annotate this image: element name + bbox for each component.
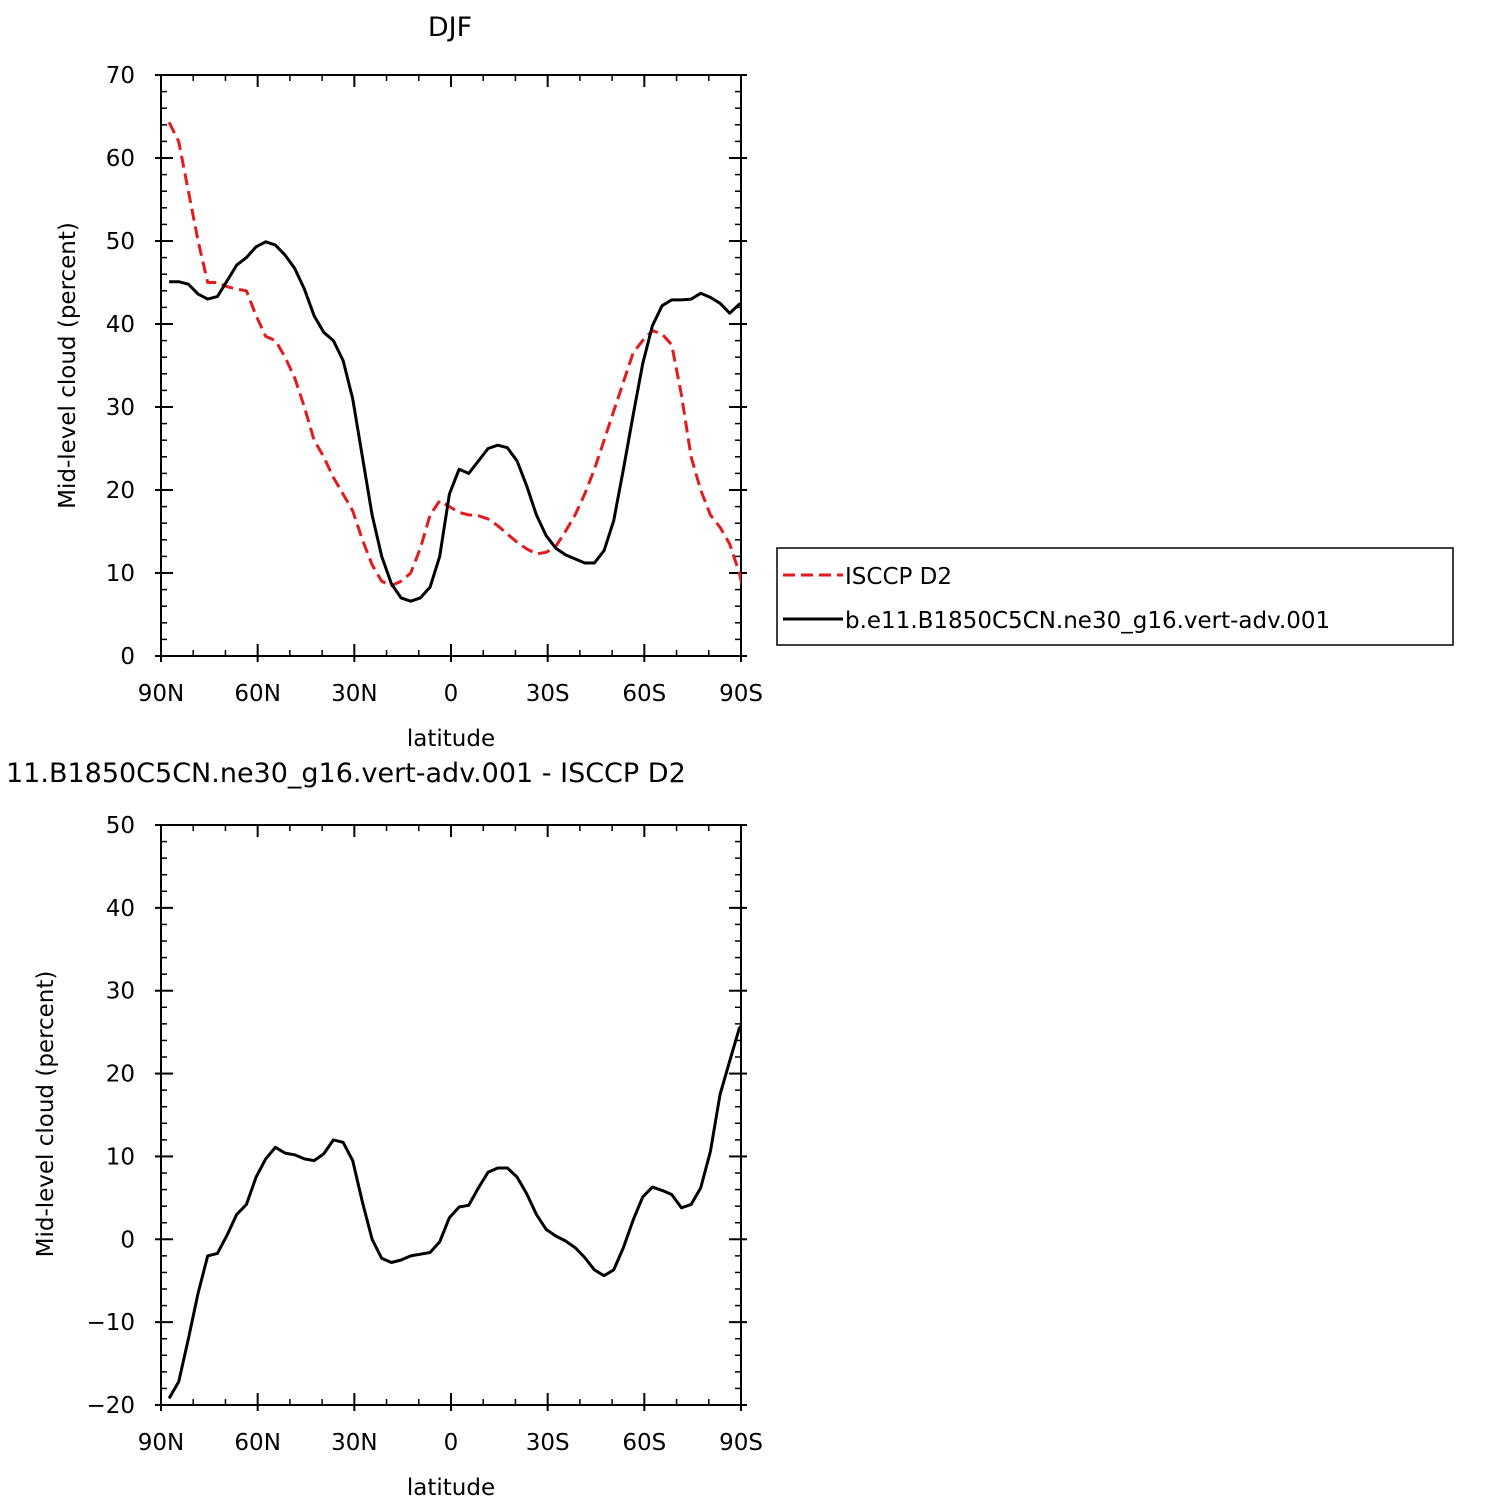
legend: ISCCP D2 b.e11.B1850C5CN.ne30_g16.vert-a… bbox=[776, 547, 1454, 646]
legend-label-isccp: ISCCP D2 bbox=[845, 564, 952, 590]
top-chart-title: DJF bbox=[428, 12, 472, 43]
top-y-tick-label: 20 bbox=[106, 478, 135, 504]
bottom-x-tick-label: 60N bbox=[234, 1430, 280, 1456]
top-y-tick-label: 40 bbox=[106, 312, 135, 338]
bottom-x-tick-label: 90S bbox=[719, 1430, 763, 1456]
top-chart: DJF 90N 60N 30N 0 30S 60S 90S 0 10 20 30 40 50 60 70 M… bbox=[55, 12, 1454, 752]
bottom-y-tick-label: 50 bbox=[106, 813, 135, 839]
top-x-tick-label: 0 bbox=[444, 681, 459, 707]
bottom-y-tick-label: 30 bbox=[106, 979, 135, 1005]
top-y-tick-label: 50 bbox=[106, 229, 135, 255]
bottom-x-axis-label: latitude bbox=[407, 1475, 495, 1501]
bottom-x-tick-label: 60S bbox=[622, 1430, 666, 1456]
top-y-axis-label: Mid-level cloud (percent) bbox=[55, 222, 81, 509]
bottom-y-tick-label: 0 bbox=[120, 1227, 135, 1253]
top-series-lines bbox=[167, 121, 741, 603]
top-x-tick-label: 30N bbox=[331, 681, 377, 707]
top-x-tick-label: 90N bbox=[138, 681, 184, 707]
bottom-y-tick-label: −20 bbox=[86, 1393, 135, 1419]
top-x-tick-label: 30S bbox=[526, 681, 570, 707]
bottom-x-tick-label: 30N bbox=[331, 1430, 377, 1456]
top-x-axis-label: latitude bbox=[407, 726, 495, 752]
top-y-tick-label: 30 bbox=[106, 395, 135, 421]
legend-label-model: b.e11.B1850C5CN.ne30_g16.vert-adv.001 bbox=[845, 608, 1330, 634]
bottom-x-tick-label: 0 bbox=[444, 1430, 459, 1456]
top-x-tick-label: 60N bbox=[234, 681, 280, 707]
top-y-tick-label: 10 bbox=[106, 561, 135, 587]
top-series-line-1 bbox=[169, 240, 741, 603]
bottom-y-axis-label: Mid-level cloud (percent) bbox=[33, 971, 59, 1258]
top-plot-frame bbox=[160, 74, 742, 657]
bottom-axis-ticks: 90N 60N 30N 0 30S 60S 90S −20 −10 0 10 20 30 40 50 bbox=[86, 813, 762, 1456]
bottom-y-tick-label: 10 bbox=[106, 1144, 135, 1170]
bottom-y-tick-label: −10 bbox=[86, 1310, 135, 1336]
bottom-series-line-0 bbox=[167, 1023, 741, 1400]
bottom-y-tick-label: 20 bbox=[106, 1062, 135, 1088]
top-x-tick-label: 90S bbox=[719, 681, 763, 707]
top-y-tick-label: 0 bbox=[120, 644, 135, 670]
top-axis-ticks: 90N 60N 30N 0 30S 60S 90S 0 10 20 30 40 50 60 70 bbox=[106, 63, 763, 707]
bottom-chart-title: 11.B1850C5CN.ne30_g16.vert-adv.001 - ISC… bbox=[6, 758, 686, 789]
top-series-line-0 bbox=[167, 121, 741, 588]
bottom-x-tick-label: 90N bbox=[138, 1430, 184, 1456]
bottom-x-tick-label: 30S bbox=[526, 1430, 570, 1456]
bottom-chart: 11.B1850C5CN.ne30_g16.vert-adv.001 - ISC… bbox=[6, 758, 763, 1501]
bottom-y-tick-label: 40 bbox=[106, 896, 135, 922]
top-x-tick-label: 60S bbox=[622, 681, 666, 707]
top-y-tick-label: 60 bbox=[106, 146, 135, 172]
bottom-plot-frame bbox=[160, 824, 742, 1406]
bottom-series-lines bbox=[167, 1023, 741, 1400]
top-y-tick-label: 70 bbox=[106, 63, 135, 89]
legend-box bbox=[776, 547, 1454, 646]
